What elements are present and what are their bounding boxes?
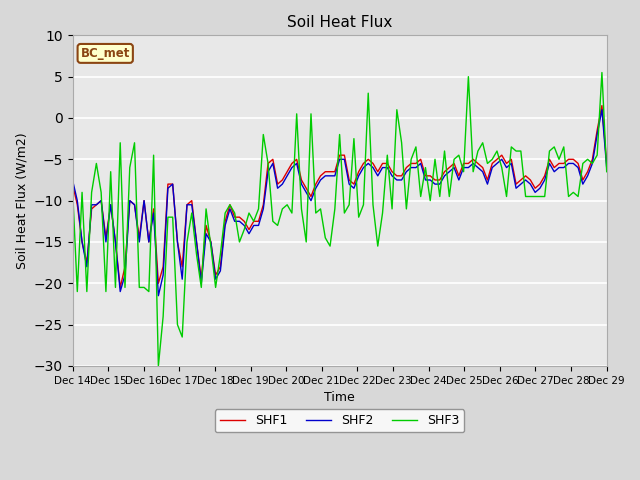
SHF1 bbox=[598, 103, 605, 108]
SHF2 bbox=[570, 161, 577, 167]
Line: SHF1: SHF1 bbox=[72, 106, 607, 288]
SHF1 bbox=[83, 260, 91, 265]
SHF1 bbox=[88, 206, 95, 212]
Line: SHF3: SHF3 bbox=[72, 72, 607, 366]
SHF1 bbox=[474, 161, 482, 167]
SHF2 bbox=[68, 177, 76, 183]
SHF3 bbox=[83, 288, 91, 294]
X-axis label: Time: Time bbox=[324, 391, 355, 404]
SHF2 bbox=[474, 165, 482, 170]
SHF3 bbox=[603, 169, 611, 175]
SHF1 bbox=[570, 156, 577, 162]
SHF2 bbox=[517, 181, 525, 187]
SHF1 bbox=[245, 227, 253, 232]
SHF3 bbox=[154, 363, 162, 369]
SHF3 bbox=[88, 190, 95, 195]
SHF2 bbox=[603, 165, 611, 170]
SHF2 bbox=[154, 293, 162, 299]
Line: SHF2: SHF2 bbox=[72, 110, 607, 296]
SHF3 bbox=[570, 190, 577, 195]
SHF1 bbox=[116, 285, 124, 290]
Y-axis label: Soil Heat Flux (W/m2): Soil Heat Flux (W/m2) bbox=[15, 132, 28, 269]
SHF3 bbox=[517, 148, 525, 154]
SHF3 bbox=[68, 185, 76, 191]
SHF2 bbox=[83, 264, 91, 270]
Title: Soil Heat Flux: Soil Heat Flux bbox=[287, 15, 392, 30]
SHF1 bbox=[68, 181, 76, 187]
SHF2 bbox=[245, 231, 253, 237]
SHF2 bbox=[88, 202, 95, 208]
SHF3 bbox=[598, 70, 605, 75]
Legend: SHF1, SHF2, SHF3: SHF1, SHF2, SHF3 bbox=[215, 409, 465, 432]
SHF1 bbox=[603, 161, 611, 167]
SHF3 bbox=[474, 148, 482, 154]
SHF2 bbox=[598, 107, 605, 113]
SHF3 bbox=[245, 210, 253, 216]
SHF1 bbox=[517, 177, 525, 183]
Text: BC_met: BC_met bbox=[81, 47, 130, 60]
